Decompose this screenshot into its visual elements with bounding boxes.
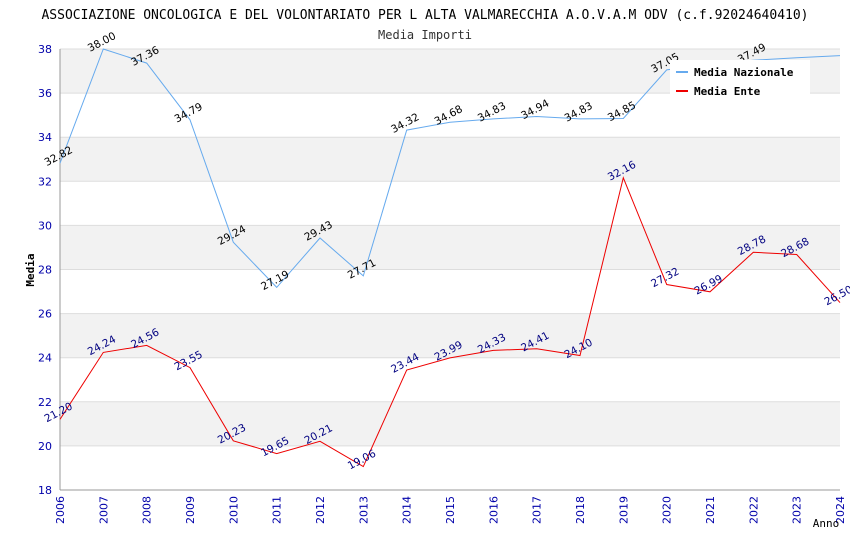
x-tick-label: 2023: [791, 496, 804, 524]
legend-entry: Media Nazionale: [694, 66, 794, 79]
grid-band: [60, 137, 840, 182]
x-tick-label: 2007: [97, 496, 110, 524]
x-tick-label: 2018: [574, 496, 587, 524]
x-tick-label: 2013: [357, 496, 370, 524]
grid-band: [60, 181, 840, 226]
x-tick-label: 2019: [617, 496, 630, 524]
legend: Media Nazionale Media Ente: [670, 60, 810, 98]
y-tick-label: 24: [38, 352, 52, 365]
x-tick-label: 2006: [54, 496, 67, 524]
y-tick-label: 28: [38, 264, 52, 277]
x-tick-label: 2010: [227, 496, 240, 524]
chart-title: ASSOCIAZIONE ONCOLOGICA E DEL VOLONTARIA…: [41, 8, 808, 23]
grid-band: [60, 401, 840, 446]
legend-entry: Media Ente: [694, 85, 761, 98]
y-tick-label: 20: [38, 440, 52, 453]
series-line-1: [59, 176, 841, 468]
y-tick-label: 30: [38, 219, 52, 232]
x-tick-label: 2024: [834, 496, 847, 524]
grid-band: [60, 313, 840, 358]
grid-band: [60, 269, 840, 314]
y-tick-label: 36: [38, 87, 52, 100]
x-tick-label: 2009: [184, 496, 197, 524]
x-tick-label: 2022: [747, 496, 760, 524]
x-tick-label: 2011: [271, 496, 284, 524]
x-tick-label: 2020: [661, 496, 674, 524]
y-tick-label: 38: [38, 43, 52, 56]
y-tick-label: 22: [38, 396, 52, 409]
grid-band: [60, 357, 840, 402]
y-tick-label: 26: [38, 308, 52, 321]
x-tick-label: 2016: [487, 496, 500, 524]
x-tick-label: 2008: [141, 496, 154, 524]
grid-band: [60, 93, 840, 138]
x-tick-label: 2017: [531, 496, 544, 524]
x-axis-label: Anno: [813, 517, 840, 530]
x-tick-label: 2021: [704, 496, 717, 524]
grid-band: [60, 225, 840, 270]
grid-band: [60, 445, 840, 490]
legend-box: [670, 60, 810, 96]
y-tick-label: 32: [38, 175, 52, 188]
chart-subtitle: Media Importi: [378, 28, 472, 42]
y-axis-label: Media: [24, 253, 37, 286]
y-tick-label: 34: [38, 131, 52, 144]
x-tick-label: 2012: [314, 496, 327, 524]
x-tick-label: 2015: [444, 496, 457, 524]
x-tick-label: 2014: [401, 496, 414, 524]
y-tick-label: 18: [38, 484, 52, 497]
